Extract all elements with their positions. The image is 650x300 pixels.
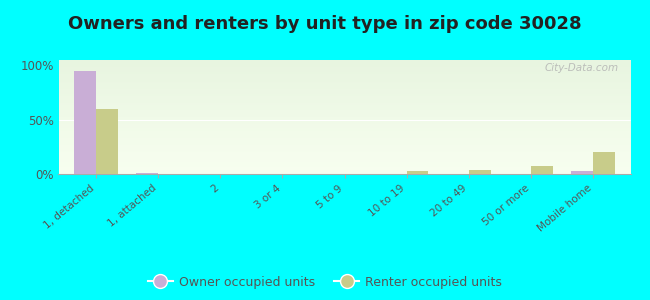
- Bar: [96, 109, 118, 174]
- Text: Owners and renters by unit type in zip code 30028: Owners and renters by unit type in zip c…: [68, 15, 582, 33]
- Bar: [407, 171, 428, 174]
- Bar: [136, 173, 158, 174]
- Bar: [571, 171, 593, 174]
- Bar: [593, 152, 615, 174]
- Bar: [469, 170, 491, 174]
- Bar: [531, 167, 552, 174]
- Legend: Owner occupied units, Renter occupied units: Owner occupied units, Renter occupied un…: [143, 271, 507, 294]
- Text: City-Data.com: City-Data.com: [545, 63, 619, 74]
- Bar: [74, 71, 96, 174]
